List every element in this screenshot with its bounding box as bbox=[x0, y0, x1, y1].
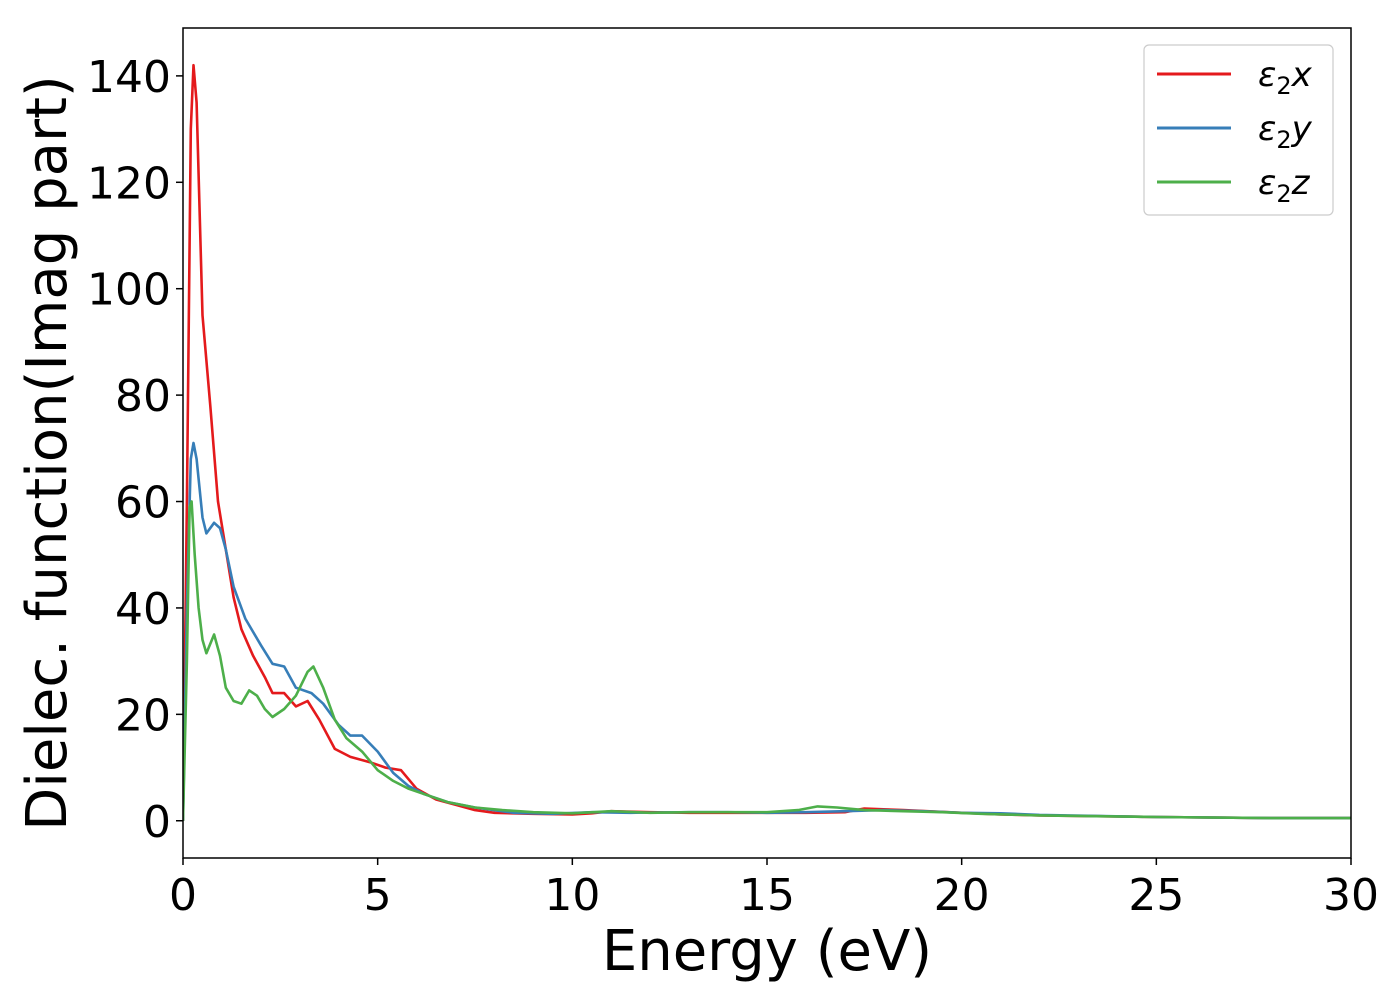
y-tick-label: 80 bbox=[115, 371, 171, 422]
legend-label-z: ε2z bbox=[1258, 163, 1311, 208]
legend: ε2x ε2y ε2z bbox=[1143, 44, 1334, 216]
y-axis: 0 20 40 60 80 100 120 140 bbox=[87, 52, 183, 848]
y-tick-label: 0 bbox=[143, 797, 171, 848]
x-tick-label: 0 bbox=[169, 870, 197, 921]
x-tick-label: 25 bbox=[1128, 870, 1184, 921]
legend-box bbox=[1143, 44, 1334, 216]
y-tick-label: 100 bbox=[87, 265, 171, 316]
y-tick-label: 20 bbox=[115, 690, 171, 741]
x-axis: 0 5 10 15 20 25 30 bbox=[169, 858, 1379, 921]
plot-lines bbox=[183, 63, 1351, 821]
x-tick-label: 30 bbox=[1323, 870, 1379, 921]
y-tick-label: 120 bbox=[87, 158, 171, 209]
y-tick-label: 40 bbox=[115, 584, 171, 635]
y-axis-label: Dielec. function(Imag part) bbox=[15, 75, 80, 831]
x-tick-label: 10 bbox=[544, 870, 600, 921]
series-line-y bbox=[183, 441, 1351, 821]
legend-label-x: ε2x bbox=[1258, 55, 1313, 100]
series-line-z bbox=[183, 500, 1351, 821]
x-tick-label: 20 bbox=[934, 870, 990, 921]
legend-label-y: ε2y bbox=[1258, 109, 1313, 154]
x-tick-label: 5 bbox=[364, 870, 392, 921]
y-tick-label: 60 bbox=[115, 478, 171, 529]
y-tick-label: 140 bbox=[87, 52, 171, 103]
x-axis-label: Energy (eV) bbox=[602, 919, 932, 984]
x-tick-label: 15 bbox=[739, 870, 795, 921]
